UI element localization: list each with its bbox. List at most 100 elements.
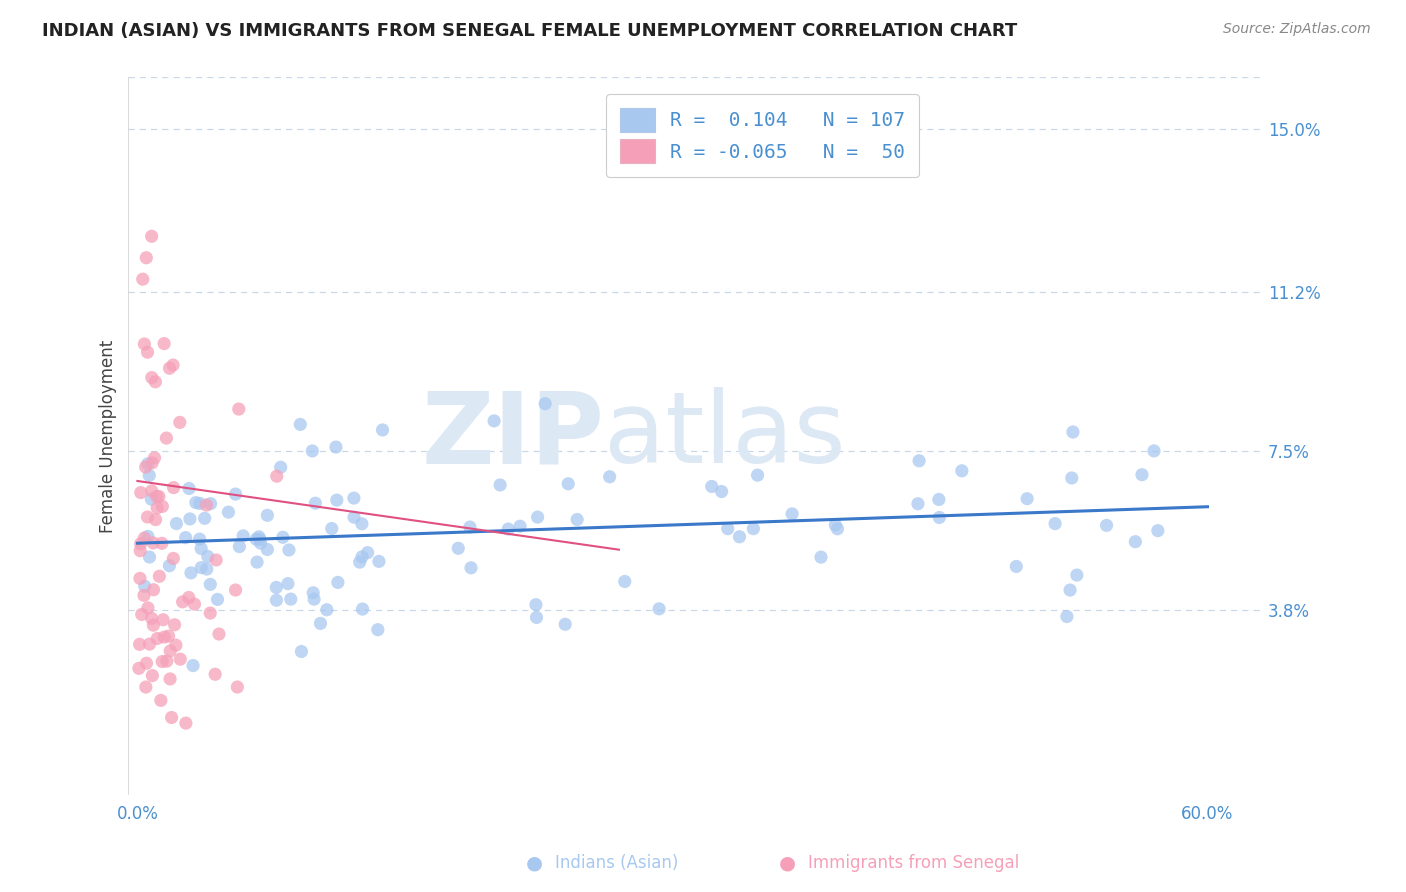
Point [266,593,288,607]
Point [226,680,249,694]
Point [136,601,159,615]
Point [195,498,218,512]
Point [207,592,229,607]
Point [824,517,846,532]
Point [141,492,163,507]
Point [165,516,187,531]
Point [141,611,163,625]
Point [150,500,173,514]
Point [747,468,769,483]
Point [135,680,157,694]
Point [710,484,733,499]
Point [304,496,326,510]
Point [827,522,849,536]
Point [153,336,176,351]
Point [266,581,288,595]
Point [146,632,169,646]
Point [138,468,160,483]
Point [326,575,349,590]
Point [245,533,267,547]
Point [188,496,211,510]
Point [482,414,505,428]
Point [150,655,173,669]
Point [1059,583,1081,598]
Point [742,522,765,536]
Point [249,536,271,550]
Point [145,375,167,389]
Point [142,536,165,550]
Point [162,358,184,372]
Point [247,530,270,544]
Point [148,490,170,504]
Point [302,586,325,600]
Point [256,508,278,523]
Point [157,558,180,573]
Point [1066,568,1088,582]
Point [557,476,579,491]
Point [200,497,222,511]
Legend: R =  0.104   N = 107, R = -0.065   N =  50: R = 0.104 N = 107, R = -0.065 N = 50 [606,95,920,177]
Point [142,582,165,597]
Point [128,637,150,651]
Point [1043,516,1066,531]
Point [141,456,163,470]
Point [183,597,205,611]
Point [141,483,163,498]
Text: ●: ● [779,854,796,873]
Point [131,607,153,622]
Point [200,577,222,591]
Point [648,602,671,616]
Point [180,566,202,580]
Text: ZIP: ZIP [422,387,605,484]
Point [1147,524,1170,538]
Point [908,454,931,468]
Point [717,522,740,536]
Point [554,617,576,632]
Point [190,560,212,574]
Point [266,469,288,483]
Point [232,529,254,543]
Point [1062,425,1084,439]
Point [136,529,159,543]
Point [129,571,152,585]
Point [343,510,366,524]
Point [156,654,179,668]
Point [197,549,219,564]
Point [155,431,177,445]
Text: ●: ● [526,854,543,873]
Point [225,487,247,501]
Point [145,490,167,504]
Point [780,507,803,521]
Point [150,536,173,550]
Point [309,616,332,631]
Point [613,574,636,589]
Point [177,482,200,496]
Point [367,623,389,637]
Point [1060,471,1083,485]
Point [565,512,588,526]
Point [256,542,278,557]
Point [352,602,374,616]
Point [129,485,152,500]
Point [174,531,197,545]
Point [145,513,167,527]
Point [142,618,165,632]
Point [134,337,156,351]
Point [928,510,950,524]
Text: Immigrants from Senegal: Immigrants from Senegal [808,855,1019,872]
Point [228,402,250,417]
Point [188,532,211,546]
Point [1017,491,1039,506]
Point [132,588,155,602]
Point [350,516,373,531]
Point [458,520,481,534]
Point [271,530,294,544]
Y-axis label: Female Unemployment: Female Unemployment [100,339,117,533]
Point [280,592,302,607]
Point [134,579,156,593]
Point [509,519,531,533]
Point [371,423,394,437]
Point [352,549,374,564]
Point [141,370,163,384]
Point [325,440,347,454]
